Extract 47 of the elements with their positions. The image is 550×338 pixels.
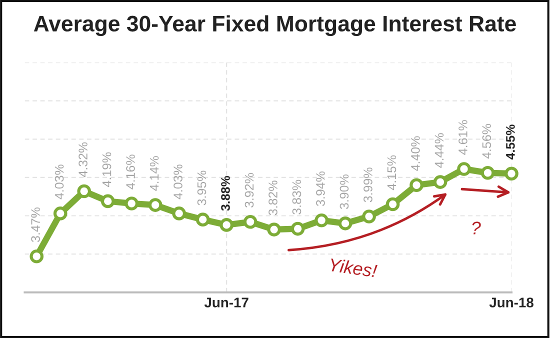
x-tick-label: Jun-18 (489, 298, 534, 308)
data-label: 4.61% (458, 120, 468, 155)
point (53, 206, 68, 220)
point (433, 175, 448, 189)
point (386, 197, 400, 212)
point (196, 212, 210, 226)
point (220, 218, 234, 232)
data-label: 4.15% (387, 155, 396, 190)
data-label: 3.88% (221, 176, 230, 211)
data-label: 4.03% (54, 164, 64, 200)
point (30, 249, 44, 264)
data-label: 3.95% (197, 170, 206, 206)
data-label: 3.83% (292, 180, 302, 214)
data-label: 4.32% (78, 142, 88, 178)
data-label: 3.99% (364, 168, 372, 202)
data-label: 3.90% (340, 174, 349, 210)
data-label: 4.40% (411, 136, 420, 171)
point (290, 222, 305, 236)
point (362, 210, 376, 224)
annotation: Yikes! (329, 258, 378, 278)
data-label: 3.92% (244, 173, 254, 208)
annotation: ? (472, 222, 481, 234)
point (77, 184, 92, 198)
data-label: 4.03% (174, 164, 182, 200)
point (172, 206, 186, 220)
point (457, 162, 471, 176)
point (100, 194, 115, 208)
point (410, 178, 424, 192)
point (504, 166, 518, 181)
data-label: 4.44% (434, 133, 444, 168)
data-label: 4.19% (102, 152, 112, 188)
data-label: 4.55% (506, 124, 515, 160)
point (338, 216, 352, 230)
data-label: 3.82% (268, 180, 278, 216)
chart-title: Average 30-Year Fixed Mortgage Interest Rate (34, 15, 516, 36)
point (243, 214, 258, 229)
data-label: 4.16% (126, 154, 135, 190)
data-label: 3.47% (31, 207, 40, 242)
point (480, 166, 495, 180)
data-label: 4.14% (150, 156, 159, 191)
point (124, 196, 139, 210)
point (314, 213, 328, 228)
x-tick-label: Jun-17 (204, 298, 248, 308)
point (148, 198, 162, 212)
point (267, 222, 281, 236)
data-label: 4.56% (482, 124, 492, 159)
data-label: 3.94% (316, 171, 325, 206)
